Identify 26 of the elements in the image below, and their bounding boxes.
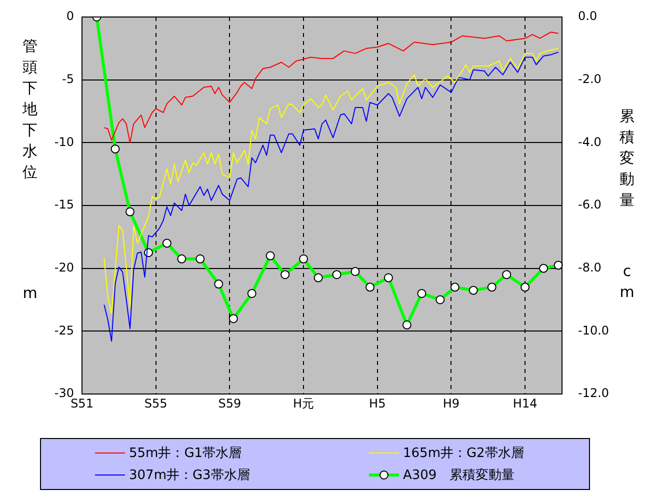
y-tick-label: -20: [54, 260, 74, 274]
y-tick-label: -15: [54, 198, 74, 212]
x-tick-label: H元: [293, 396, 314, 410]
y-tick-label: -5: [62, 72, 74, 86]
x-tick-label: H5: [369, 396, 386, 410]
y2-tick-label: -6.0: [578, 198, 602, 212]
y-tick-label: 0: [66, 9, 74, 24]
y2-tick-label: -8.0: [578, 260, 602, 274]
x-tick-label: S59: [218, 396, 242, 410]
y2-tick-label: -12.0: [578, 386, 610, 400]
text: 管頭下地下水位 m: [22, 37, 38, 302]
legend-label: 307m井：G3帯水層: [129, 467, 250, 484]
x-tick-label: H9: [442, 396, 460, 410]
x-tick-label: S55: [144, 396, 168, 410]
legend-label: A309 累積変動量: [403, 467, 515, 484]
x-tick-label: H14: [512, 396, 538, 410]
y2-tick-label: 0.0: [578, 9, 598, 24]
y2-tick-label: -4.0: [578, 134, 602, 149]
text: 累積変動量 cm: [620, 107, 634, 301]
y2-tick-label: -2.0: [578, 72, 602, 86]
y2-tick-label: -10.0: [578, 323, 610, 338]
y-tick-label: -10: [54, 134, 74, 149]
y-tick-label: -25: [54, 323, 74, 338]
legend-label: 55m井：G1帯水層: [129, 445, 242, 462]
x-tick-label: S51: [70, 396, 94, 410]
legend-label: 165m井：G2帯水層: [403, 445, 524, 462]
